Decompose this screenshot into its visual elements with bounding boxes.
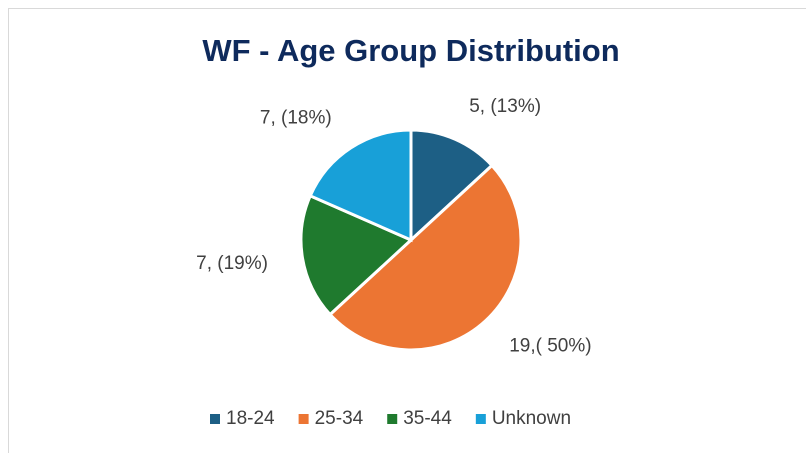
pie-slice	[409, 128, 495, 244]
legend-swatch	[210, 414, 220, 424]
legend-swatch	[298, 414, 309, 424]
legend-swatch	[475, 414, 486, 424]
pie-slice	[299, 193, 414, 317]
legend-label: Unknown	[492, 408, 571, 429]
data-label: 19,( 50%)	[509, 336, 591, 357]
chart-title: WF - Age Group Distribution	[202, 33, 619, 68]
data-label: 7, (18%)	[260, 108, 332, 129]
legend-swatch	[387, 414, 398, 424]
data-label: 7, (19%)	[196, 253, 268, 274]
data-label: 5, (13%)	[469, 96, 541, 117]
pie-slice	[327, 163, 523, 352]
legend-label: 35-44	[403, 408, 452, 429]
pie-slice	[308, 128, 413, 243]
legend-label: 25-34	[315, 408, 364, 429]
legend-label: 18-24	[226, 408, 275, 429]
